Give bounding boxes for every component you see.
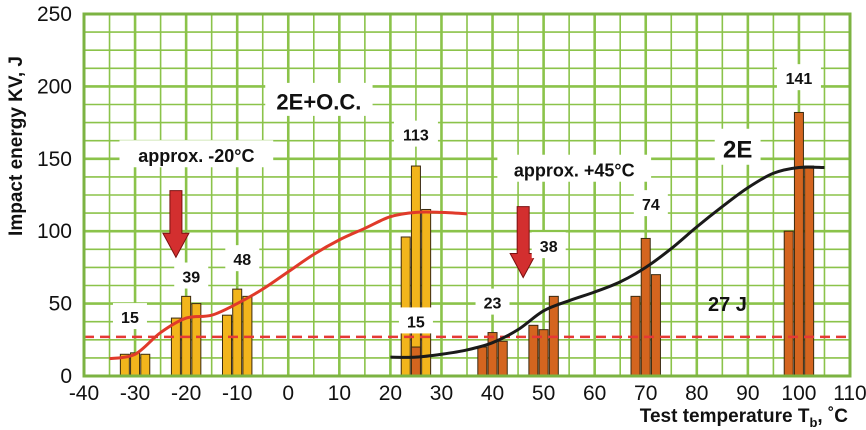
bar-2e — [477, 346, 488, 377]
bar-oc — [191, 303, 202, 377]
x-tick-label: 60 — [583, 382, 606, 405]
transition-arrows — [162, 190, 538, 279]
annotation-text: 2E — [723, 137, 752, 164]
x-tick-label: -30 — [120, 382, 150, 405]
annotation-box — [497, 154, 652, 182]
x-tick-label: 100 — [781, 382, 816, 405]
value-label: 48 — [233, 252, 251, 269]
y-tick-label: 50 — [49, 293, 72, 316]
y-tick-label: 0 — [60, 365, 72, 388]
bar-2e — [640, 237, 651, 377]
threshold-layer: 27 J — [84, 294, 850, 339]
value-label: 23 — [484, 296, 502, 313]
annotation-text: approx. -20°C — [138, 146, 254, 166]
x-tick-label: 80 — [685, 382, 708, 405]
value-label-box — [112, 303, 147, 330]
x-tick-label: 10 — [328, 382, 351, 405]
bar-2e — [650, 274, 661, 377]
value-label-box — [633, 190, 668, 217]
x-axis-title-subscript: b — [809, 415, 817, 430]
bar-oc — [221, 314, 232, 377]
trend-curve-oc — [109, 210, 468, 361]
value-label: 113 — [403, 128, 429, 145]
transition-arrow — [509, 206, 538, 279]
x-tick-label: 50 — [532, 382, 555, 405]
x-tick-label: -40 — [69, 382, 99, 405]
x-tick-label: 110 — [833, 382, 866, 405]
x-tick-label: 30 — [430, 382, 453, 405]
transition-arrow — [162, 190, 190, 259]
bar-2e — [804, 165, 815, 377]
value-label-box — [398, 307, 433, 334]
x-axis-title-unit: , ˚C — [817, 406, 848, 427]
bar-oc — [410, 165, 421, 377]
bar-2e — [528, 324, 539, 377]
value-label-box — [393, 120, 438, 147]
value-label: 38 — [540, 239, 558, 256]
bar-oc — [170, 317, 181, 377]
y-tick-label: 100 — [37, 220, 72, 243]
value-label: 74 — [642, 197, 660, 214]
value-label: 141 — [786, 71, 813, 88]
y-axis-title: Impact energy KV, J — [6, 56, 27, 236]
x-tick-label: -10 — [222, 382, 252, 405]
value-label: 39 — [182, 270, 200, 287]
value-label-box — [776, 64, 821, 91]
annotation-box — [714, 128, 761, 165]
x-tick-label: 20 — [379, 382, 402, 405]
value-labels: 15 39 48 113 15 23 38 74 141 — [112, 64, 821, 334]
plot-frame — [82, 12, 852, 378]
x-axis-title-main: Test temperature T — [640, 406, 810, 427]
x-tick-label: 90 — [736, 382, 759, 405]
x-tick-label: 70 — [634, 382, 657, 405]
x-tick-label: 0 — [282, 382, 294, 405]
trend-curves — [109, 165, 825, 361]
bar-2e — [410, 346, 421, 377]
annotation-text: 2E+O.C. — [276, 89, 361, 114]
value-label-box — [475, 288, 510, 315]
bar-oc — [421, 208, 432, 377]
bar-2e — [497, 340, 508, 377]
bar-2e — [783, 230, 794, 377]
value-label-box — [531, 232, 566, 259]
y-tick-label: 200 — [37, 75, 72, 98]
y-tick-label: 150 — [37, 148, 72, 171]
threshold-label: 27 J — [708, 294, 747, 316]
annotation-text: approx. +45°C — [514, 160, 635, 180]
x-axis-title: Test temperature Tb, ˚C — [640, 406, 848, 430]
annotation-box — [265, 82, 373, 116]
value-label-box — [225, 245, 260, 272]
value-label: 15 — [121, 310, 139, 327]
axis-ticks: -40 -30 -20 -10 0 10 20 30 40 50 60 70 80 90 100 110 0 50… — [37, 3, 866, 405]
bar-oc — [400, 236, 411, 377]
x-tick-label: -20 — [171, 382, 201, 405]
value-label-box — [174, 262, 209, 289]
bar-oc — [140, 353, 151, 377]
y-tick-label: 250 — [37, 3, 72, 26]
x-tick-label: 40 — [481, 382, 504, 405]
annotations: 2E+O.C. approx. -20°C approx. +45°C 2E — [119, 82, 761, 182]
annotation-box — [119, 140, 274, 168]
value-label: 15 — [407, 314, 425, 331]
trend-curve-2e — [390, 165, 825, 359]
bar-2e — [487, 332, 498, 377]
